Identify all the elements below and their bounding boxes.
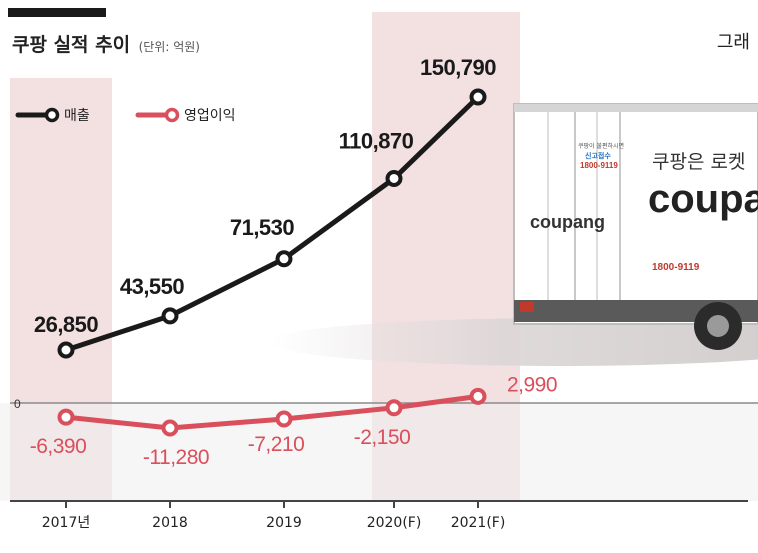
revenue-label-0: 26,850 — [34, 312, 99, 337]
chart-axis — [0, 403, 758, 508]
chart-baseline: 0 — [10, 397, 758, 411]
legend-item-revenue: 매출 — [15, 107, 90, 124]
header-accent-bar — [8, 8, 106, 17]
profit-point-0 — [57, 408, 75, 426]
revenue-label-1: 43,550 — [120, 274, 185, 299]
truck-wheel-hub — [707, 315, 729, 337]
revenue-label-4: 150,790 — [420, 55, 496, 80]
legend-item-operating-profit: 영업이익 — [135, 107, 236, 124]
truck-tail-light — [520, 302, 534, 312]
legend-label: 매출 — [64, 108, 90, 124]
revenue-label-3: 110,870 — [339, 128, 414, 153]
profit-point-2 — [275, 410, 293, 428]
profit-label-4: 2,990 — [507, 373, 557, 396]
title-group: 쿠팡 실적 추이 (단위: 억원) — [12, 30, 200, 57]
x-tick-label-0: 2017년 — [42, 515, 91, 531]
profit-point-4 — [469, 387, 487, 405]
chart-unit: (단위: 억원) — [138, 40, 200, 54]
legend-label: 영업이익 — [184, 108, 236, 124]
revenue-point-3 — [385, 169, 403, 187]
x-tick-label-2: 2019 — [266, 515, 302, 531]
revenue-label-2: 71,530 — [230, 215, 295, 240]
negative-region — [0, 403, 758, 501]
truck-phone-bottom: 1800-9119 — [652, 262, 700, 273]
truck-roof — [514, 104, 758, 112]
revenue-point-2 — [275, 250, 293, 268]
profit-label-2: -7,210 — [248, 433, 305, 456]
data-labels: 26,850 43,550 71,530 110,870 150,790 -6,390 -1… — [30, 55, 558, 469]
truck-brand-big: coupang — [648, 177, 758, 221]
x-tick-label-4: 2021(F) — [451, 515, 506, 531]
legend: 매출 영업이익 — [15, 107, 236, 124]
profit-label-0: -6,390 — [30, 435, 87, 458]
x-tick-label-1: 2018 — [152, 515, 188, 531]
profit-label-3: -2,150 — [354, 426, 411, 449]
revenue-point-0 — [57, 341, 75, 359]
revenue-point-1 — [161, 307, 179, 325]
x-tick-labels: 2017년 2018 2019 2020(F) 2021(F) — [42, 515, 506, 531]
zero-label: 0 — [14, 397, 21, 411]
truck-shadow — [270, 318, 758, 366]
profit-point-1 — [161, 419, 179, 437]
legend-marker — [44, 107, 60, 123]
revenue-point-4 — [469, 88, 487, 106]
legend-marker — [164, 107, 180, 123]
truck-small-note: 쿠팡이 불편하시면 — [578, 142, 624, 150]
series-points — [57, 88, 487, 437]
truck-phone-top: 1800-9119 — [580, 161, 618, 170]
coupang-truck-image: coupang 쿠팡이 불편하시면 신고접수 1800-9119 쿠팡은 로켓 … — [270, 103, 758, 366]
chart-title: 쿠팡 실적 추이 — [12, 34, 131, 56]
profit-point-3 — [385, 399, 403, 417]
graphic-label: 그래 — [716, 32, 750, 53]
x-tick-label-3: 2020(F) — [367, 515, 422, 531]
truck-panel-text: 쿠팡은 로켓 — [652, 151, 745, 173]
truck-brand-small: coupang — [530, 212, 605, 232]
profit-label-1: -11,280 — [143, 446, 209, 469]
truck-report-label: 신고접수 — [585, 151, 611, 160]
